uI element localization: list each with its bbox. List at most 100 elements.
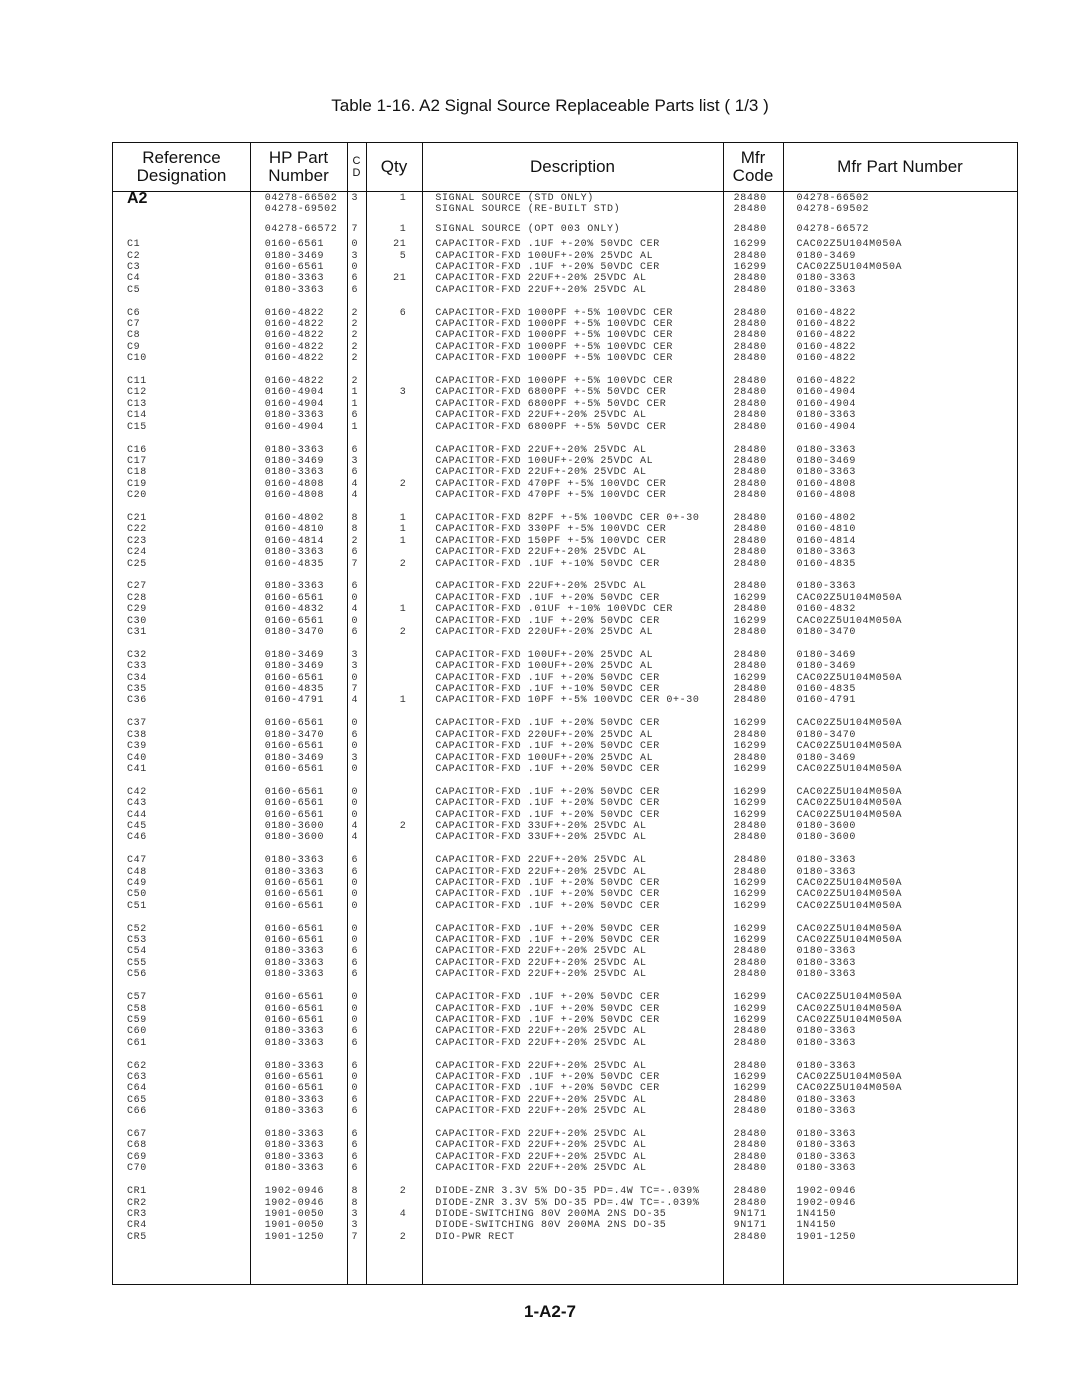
mfr-code: 28480 <box>733 1163 767 1175</box>
ref-designation: C50 <box>127 889 147 901</box>
description: CAPACITOR-FXD .1UF +-20% 50VDC CER <box>435 1083 660 1095</box>
description: CAPACITOR-FXD 22UF+-20% 25VDC AL <box>435 581 647 593</box>
mfr-part-number: 0180-3469 <box>796 250 856 262</box>
mfr-part-number: 0180-3363 <box>796 1037 856 1049</box>
mfr-code: 28480 <box>733 319 767 331</box>
ref-designation: C60 <box>127 1026 147 1038</box>
qty <box>366 730 422 741</box>
table-row: C57 0160-6561 0 CAPACITOR-FXD .1UF +-20% 50… <box>113 992 1017 1003</box>
mfr-code: 28480 <box>733 1106 767 1118</box>
ref-designation: C70 <box>127 1163 147 1175</box>
cd: 0 <box>351 261 359 273</box>
description: CAPACITOR-FXD .1UF +-20% 50VDC CER <box>435 786 660 798</box>
ref-designation: C12 <box>127 387 147 399</box>
row-group: C67 0180-3363 6 CAPACITOR-FXD 22UF+-20% 25V… <box>113 1129 1017 1175</box>
hp-part-number: 0160-4810 <box>264 524 325 536</box>
qty: 6 <box>399 307 407 319</box>
cd: 6 <box>351 467 359 479</box>
qty <box>366 787 422 798</box>
ref-designation: C9 <box>127 341 141 353</box>
mfr-part-number: 04278-66502 <box>796 193 870 204</box>
mfr-code: 16299 <box>733 809 767 821</box>
table-row: C6 0160-4822 2 6 CAPACITOR-FXD 1000PF +-5% 1… <box>113 308 1017 319</box>
mfr-code: 28480 <box>733 307 767 319</box>
description: CAPACITOR-FXD .1UF +-20% 50VDC CER <box>435 1003 660 1015</box>
cd: 6 <box>351 729 359 741</box>
qty <box>366 889 422 900</box>
cd: 0 <box>351 992 359 1004</box>
cd: 0 <box>351 718 359 730</box>
hp-part-number: 0180-3363 <box>264 969 325 981</box>
mfr-code: 16299 <box>733 1072 767 1083</box>
ref-designation: C34 <box>127 672 147 684</box>
ref-designation: C46 <box>127 832 147 844</box>
table-header: Reference Designation HP Part Number C D… <box>113 143 1017 192</box>
hp-part-number: 0180-3469 <box>264 455 325 467</box>
cd: 3 <box>351 455 359 467</box>
cd: 6 <box>351 1106 359 1118</box>
table-row: C37 0160-6561 0 CAPACITOR-FXD .1UF +-20% 50… <box>113 718 1017 729</box>
mfr-code: 16299 <box>733 718 767 730</box>
row-group: CR1 1902-0946 8 2 DIODE-ZNR 3.3V 5% DO-35 PD… <box>113 1186 1017 1243</box>
qty: 1 <box>399 695 407 707</box>
qty <box>366 342 422 353</box>
cd: 0 <box>351 786 359 798</box>
ref-designation: C67 <box>127 1129 147 1141</box>
qty <box>366 1083 422 1094</box>
ref-designation: A2 <box>127 190 148 207</box>
table-row: C38 0180-3470 6 CAPACITOR-FXD 220UF+-20% 25… <box>113 730 1017 741</box>
description: CAPACITOR-FXD 330PF +-5% 100VDC CER <box>435 524 667 536</box>
mfr-part-number: 0160-4822 <box>796 376 856 388</box>
mfr-part-number: 0180-3363 <box>796 855 856 867</box>
description: SIGNAL SOURCE (RE-BUILT STD) <box>435 204 621 216</box>
table-row: C20 0160-4808 4 CAPACITOR-FXD 470PF +-5% 10… <box>113 490 1017 501</box>
qty <box>366 581 422 592</box>
mfr-code: 16299 <box>733 786 767 798</box>
qty: 1 <box>399 535 407 547</box>
header-qty: Qty <box>380 157 408 176</box>
table-row: C2 0180-3469 3 5 CAPACITOR-FXD 100UF+-20% 25… <box>113 251 1017 262</box>
ref-designation: C69 <box>127 1151 147 1163</box>
table-row: C13 0160-4904 1 CAPACITOR-FXD 6800PF +-5% 5… <box>113 399 1017 410</box>
cd: 7 <box>351 684 359 696</box>
ref-designation: C15 <box>127 421 147 433</box>
cd: 6 <box>351 1037 359 1049</box>
mfr-part-number: 04278-69502 <box>796 204 870 216</box>
hp-part-number: 0160-6561 <box>264 763 325 775</box>
row-group: C52 0160-6561 0 CAPACITOR-FXD .1UF +-20% 50… <box>113 924 1017 981</box>
table-row: A2 04278-66502 3 1 SIGNAL SOURCE (STD ONLY) 2… <box>113 190 1017 207</box>
qty <box>366 1106 422 1117</box>
qty <box>366 673 422 684</box>
description: CAPACITOR-FXD 470PF +-5% 100VDC CER <box>435 490 667 502</box>
cd: 6 <box>351 627 359 638</box>
description: CAPACITOR-FXD .1UF +-10% 50VDC CER <box>435 558 660 570</box>
qty <box>366 855 422 866</box>
mfr-code: 28480 <box>733 467 767 479</box>
mfr-part-number: 0160-4822 <box>796 330 856 342</box>
hp-part-number: 0160-6561 <box>264 786 325 798</box>
qty <box>366 1061 422 1072</box>
hp-part-number: 0160-4808 <box>264 490 325 502</box>
mfr-part-number: CAC02Z5U104M050A <box>796 672 903 684</box>
table-row: CR5 1901-1250 7 2 DIO-PWR RECT 28480 1901-1250 <box>113 1232 1017 1243</box>
hp-part-number: 0160-4904 <box>264 398 325 410</box>
row-group: C37 0160-6561 0 CAPACITOR-FXD .1UF +-20% 50… <box>113 718 1017 775</box>
ref-designation: C33 <box>127 661 147 673</box>
description: CAPACITOR-FXD 82PF +-5% 100VDC CER 0+-30 <box>435 512 700 524</box>
qty <box>366 1038 422 1049</box>
qty <box>366 1140 422 1151</box>
cd: 6 <box>351 1026 359 1038</box>
description: CAPACITOR-FXD 22UF+-20% 25VDC AL <box>435 1094 647 1106</box>
qty <box>366 490 422 501</box>
qty <box>366 467 422 478</box>
cd: 6 <box>351 410 359 422</box>
table-body: A2 04278-66502 3 1 SIGNAL SOURCE (STD ONLY) 2… <box>113 190 1017 1255</box>
mfr-part-number: 0160-4822 <box>796 319 856 331</box>
mfr-code: 28480 <box>733 729 767 741</box>
cd: 6 <box>351 957 359 969</box>
cd: 6 <box>351 1094 359 1106</box>
table-row: C50 0160-6561 0 CAPACITOR-FXD .1UF +-20% 50… <box>113 889 1017 900</box>
hp-part-number: 1901-0050 <box>264 1220 325 1232</box>
mfr-code: 16299 <box>733 798 767 810</box>
mfr-code: 16299 <box>733 741 767 753</box>
